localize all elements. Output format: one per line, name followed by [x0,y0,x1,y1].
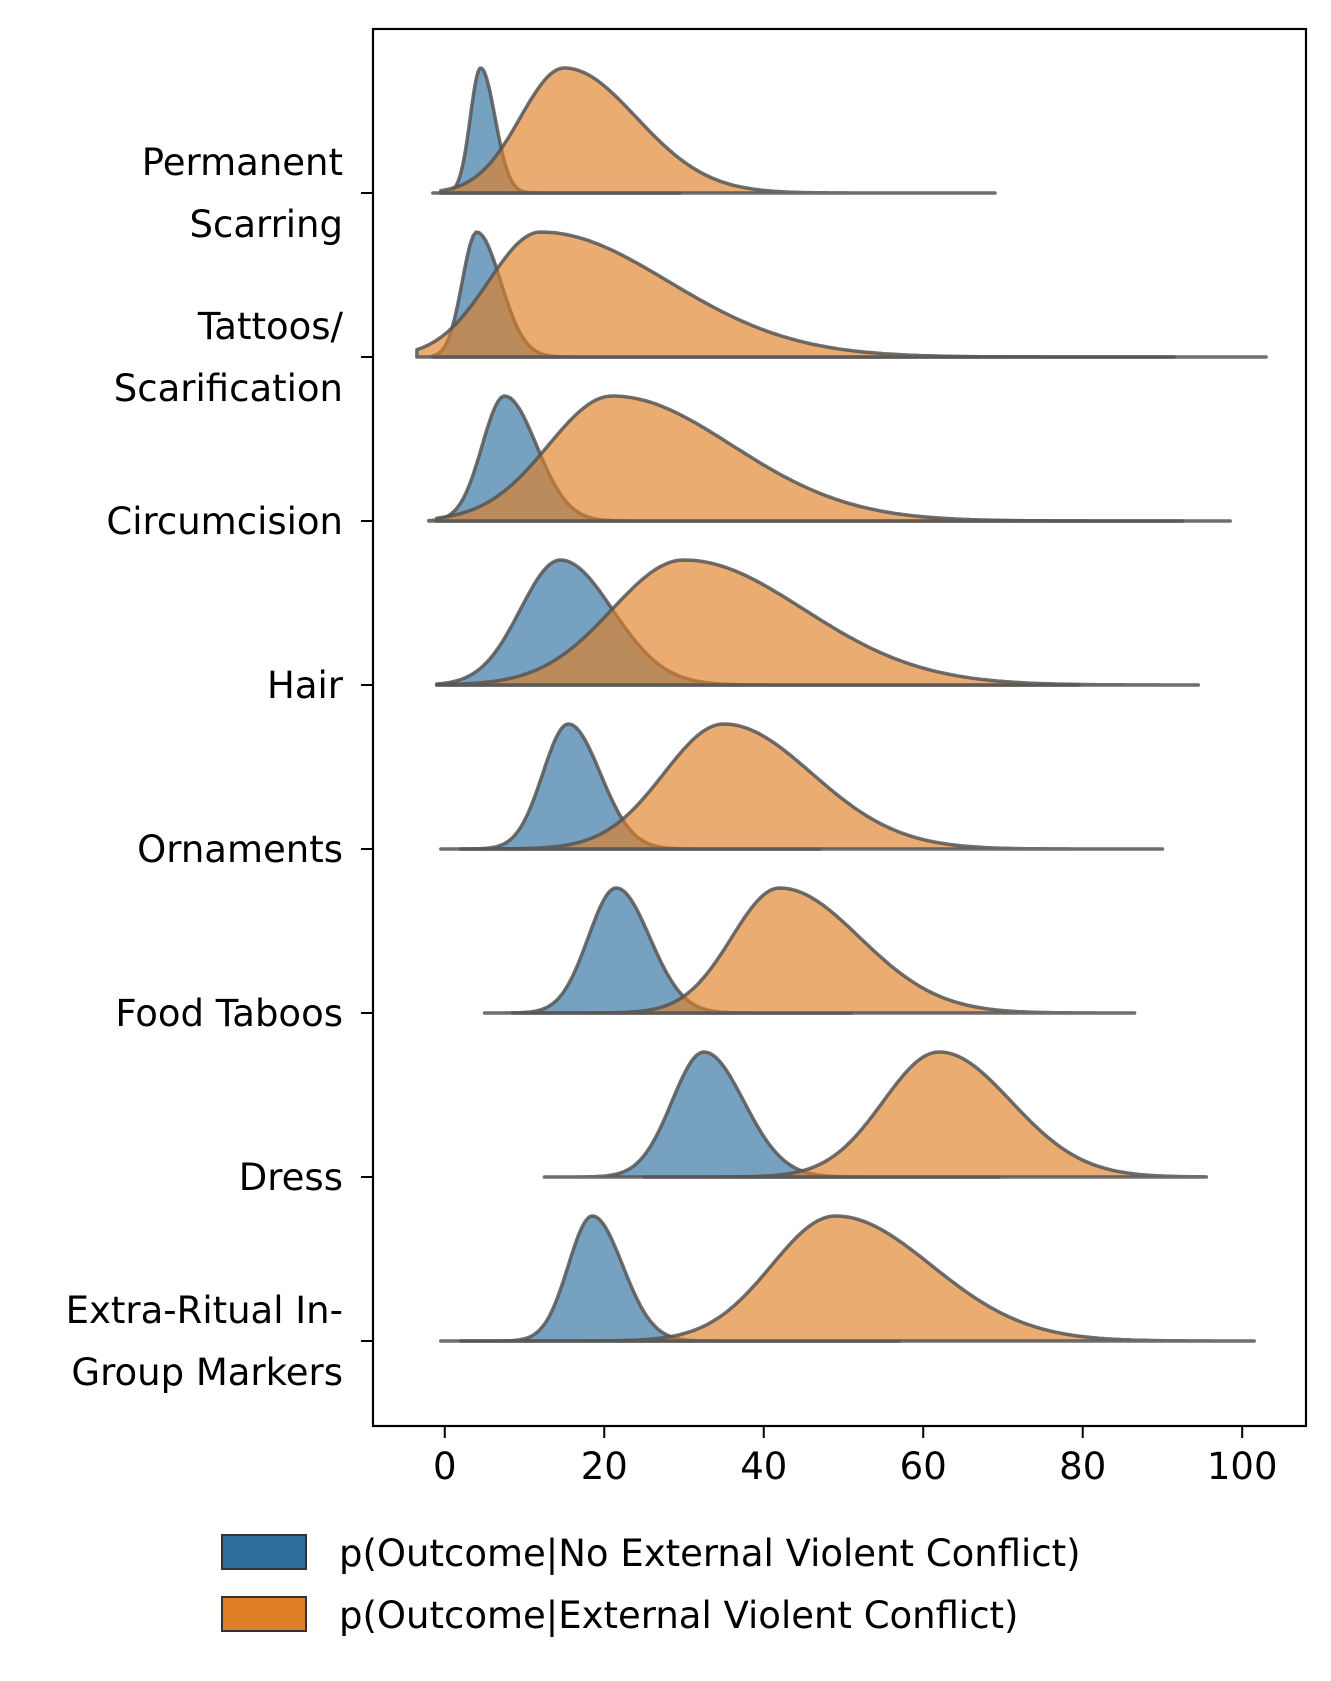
x-axis: 0 20 40 60 80 100 [433,1426,1278,1488]
y-tick-label: Food Taboos [115,992,343,1035]
y-tick-label: Ornaments [137,828,343,871]
x-tick-label: 0 [433,1445,457,1488]
x-tick-label: 60 [900,1445,947,1488]
legend-swatch-conflict [221,1596,307,1632]
legend: p(Outcome|No External Violent Conflict) … [221,1532,1081,1637]
density-conflict-row-4 [458,722,1165,851]
density-layer [415,66,1268,1343]
x-tick-label: 40 [740,1445,787,1488]
plot-frame [371,27,1308,1428]
y-tick-label: Extra-Ritual In-Group Markers [66,1289,343,1394]
y-tick-label: Tattoos/Scarification [114,305,344,410]
density-conflict-row-0 [439,66,997,195]
density-conflict-row-2 [435,394,1232,523]
density-conflict-row-6 [642,1050,1209,1179]
legend-label-conflict: p(Outcome|External Violent Conflict) [339,1594,1019,1637]
y-tick-label: Hair [267,664,344,707]
density-conflict-row-7 [458,1214,1256,1343]
legend-swatch-no-conflict [221,1534,307,1570]
density-conflict-row-5 [510,886,1137,1015]
x-tick-label: 100 [1207,1445,1278,1488]
y-tick-label: Dress [239,1156,343,1199]
x-tick-label: 20 [581,1445,628,1488]
legend-label-no-conflict: p(Outcome|No External Violent Conflict) [339,1532,1081,1575]
y-axis: Permanent Scarring Tattoos/Scarification Ci… [66,141,373,1394]
x-tick-label: 80 [1059,1445,1106,1488]
density-conflict-row-3 [435,558,1201,687]
y-tick-label: Circumcision [106,500,343,543]
y-tick-label: Permanent Scarring [142,141,343,246]
density-conflict-row-1 [415,230,1268,359]
